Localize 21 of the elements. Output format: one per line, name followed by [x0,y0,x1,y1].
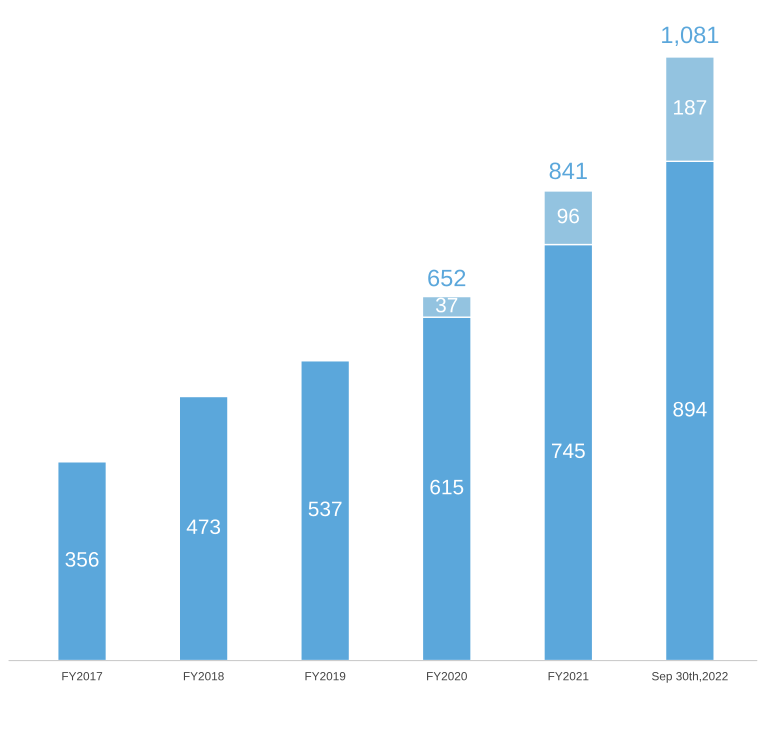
data-label: 615 [430,480,464,494]
data-label: 894 [673,402,707,417]
total-label: 1,081 [662,26,718,46]
x-tick-label: FY2021 [548,672,588,680]
data-label: 745 [552,444,585,458]
data-label: 537 [308,502,342,516]
bar [178,396,229,661]
total-label: 841 [550,162,587,180]
x-tick-label: FY2017 [62,672,102,680]
x-tick-label: FY2019 [305,672,346,680]
total-label: 652 [428,270,466,286]
data-label: 356 [65,552,99,567]
x-tick-label: Sep 30th,2022 [652,672,728,683]
bar [57,461,108,661]
bar [300,360,350,661]
data-label: 473 [186,519,220,534]
x-tick-label: FY2020 [427,672,467,680]
data-label: 187 [674,100,706,115]
data-label: 96 [558,208,579,224]
x-tick-label: FY2018 [184,672,224,680]
data-label: 37 [436,298,458,312]
